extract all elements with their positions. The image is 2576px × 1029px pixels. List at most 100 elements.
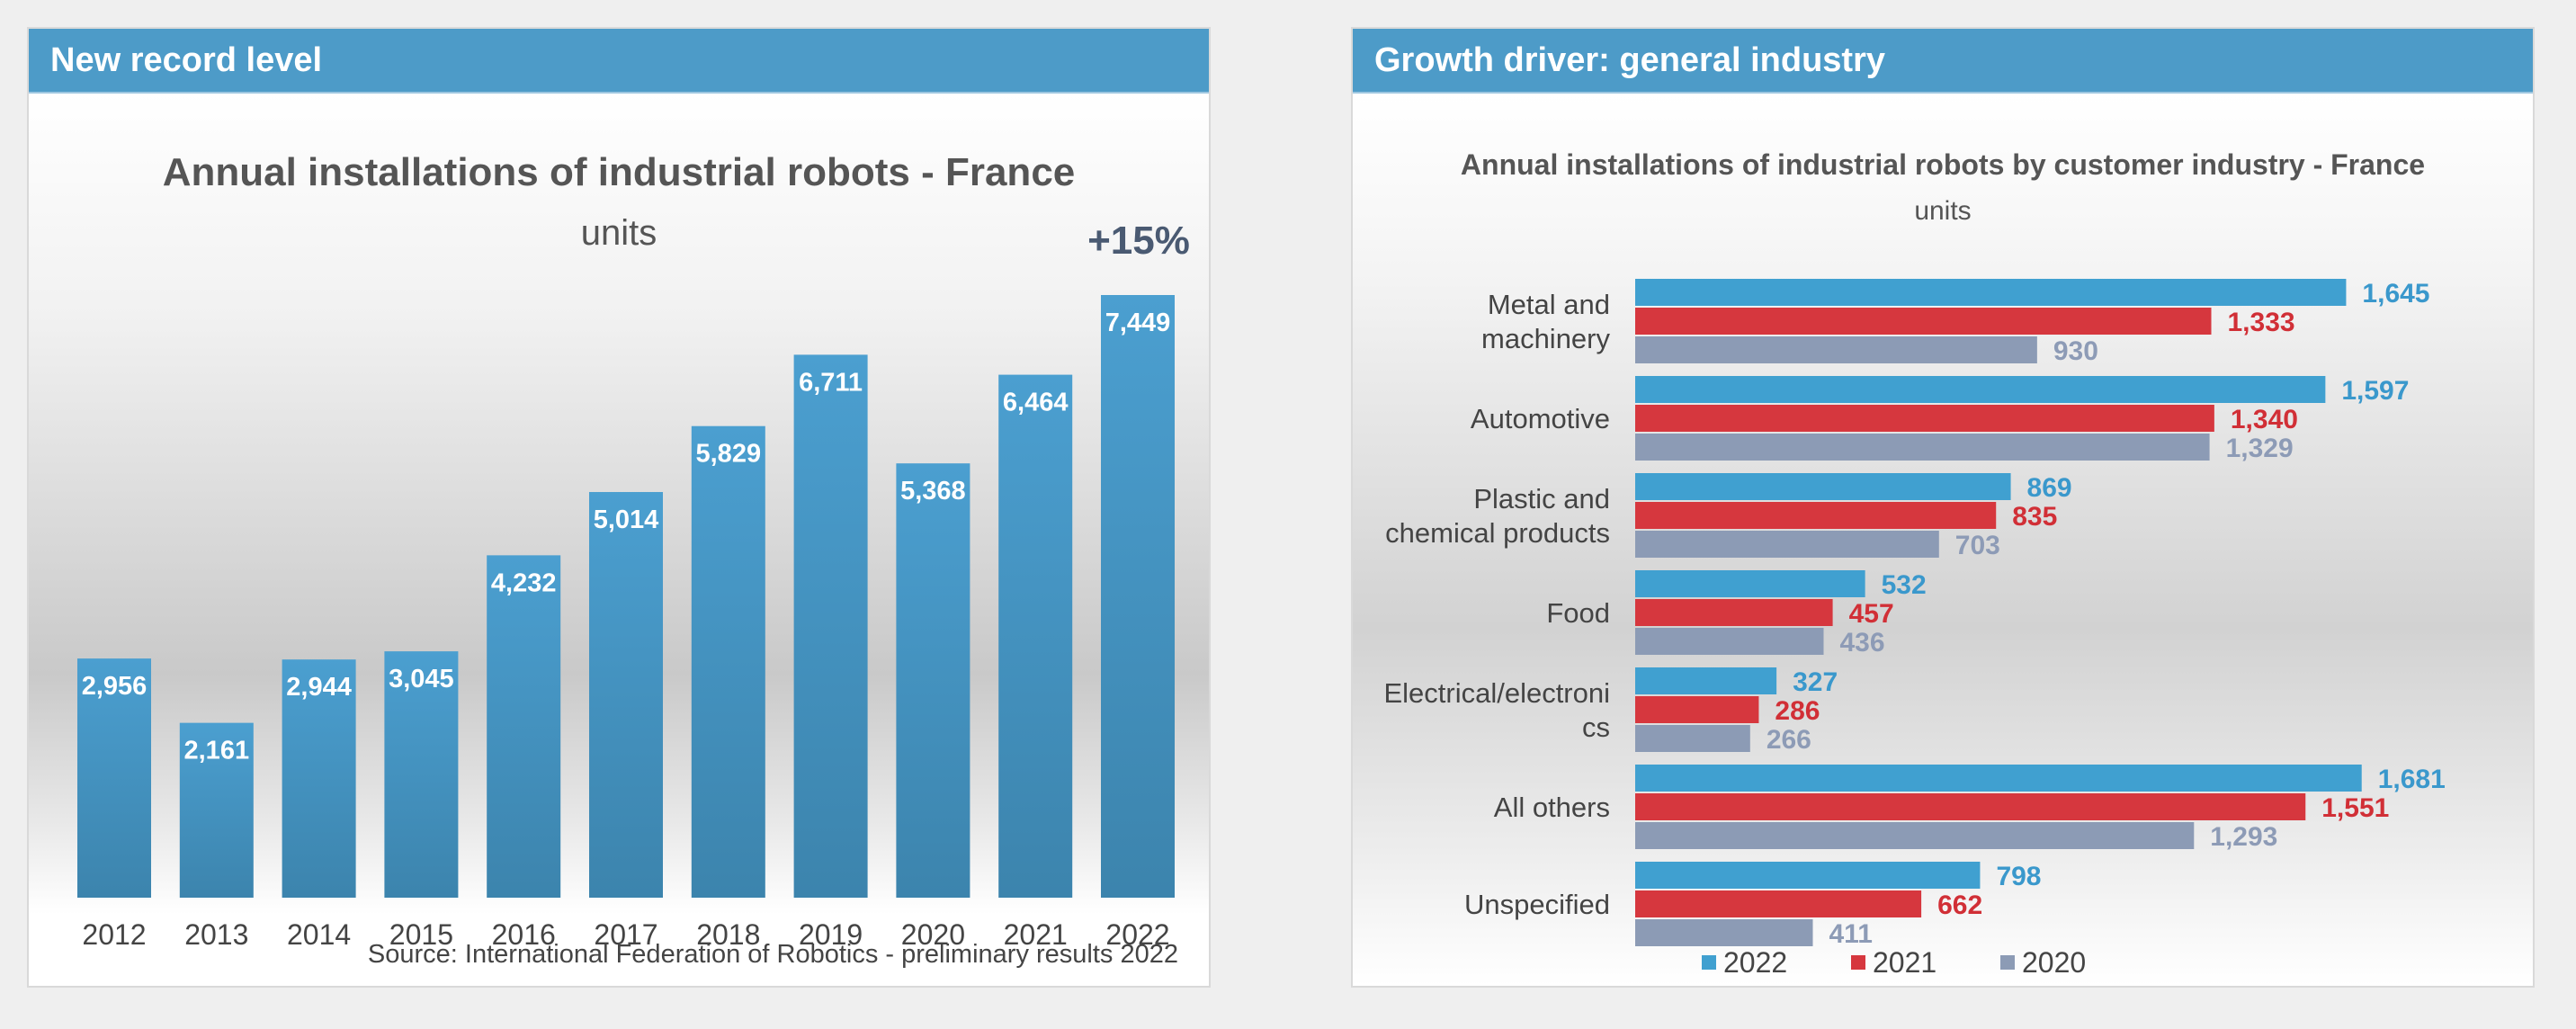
bar-value-label: 286: [1775, 696, 1820, 726]
bar-value-label: 457: [1849, 599, 1894, 629]
bar-2016: [487, 555, 561, 898]
left-panel-header: New record level: [29, 29, 1209, 92]
bar-value-label: 835: [2012, 502, 2057, 532]
bar-2021: [1635, 890, 1922, 917]
left-panel-body: Annual installations of industrial robot…: [29, 92, 1209, 986]
bar-2015: [384, 651, 459, 898]
bar-value-label: 3,045: [389, 665, 454, 693]
chart-subtitle: units: [581, 213, 657, 253]
annual-installations-chart: Annual installations of industrial robot…: [77, 150, 1190, 969]
bar-2020: [1635, 822, 2195, 849]
bar-value-label: 266: [1767, 725, 1811, 755]
x-tick-label: 2018: [696, 918, 760, 951]
bar-2021: [1635, 696, 1759, 723]
category-label: Automotive: [1471, 403, 1610, 434]
bar-2020: [896, 463, 970, 898]
x-tick-label: 2016: [492, 918, 556, 951]
category-label: chemical products: [1385, 517, 1610, 549]
right-chart-panel: Growth driver: general industry Annual i…: [1351, 27, 2535, 988]
right-panel-body: Annual installations of industrial robot…: [1353, 92, 2533, 986]
bar-value-label: 1,293: [2210, 822, 2277, 852]
bar-2022: [1635, 376, 2326, 403]
bar-2021: [998, 374, 1073, 898]
bar-2022: [1635, 473, 2011, 500]
bar-value-label: 2,161: [184, 737, 250, 765]
bar-value-label: 703: [1955, 531, 2000, 560]
x-tick-label: 2012: [82, 918, 146, 951]
bar-value-label: 798: [1996, 862, 2041, 891]
legend-label: 2020: [2022, 946, 2086, 979]
bar-2021: [1635, 405, 2214, 432]
bar-2013: [179, 722, 254, 898]
category-label: cs: [1582, 711, 1610, 743]
growth-annotation: +15%: [1087, 219, 1190, 263]
x-tick-label: 2013: [184, 918, 248, 951]
bar-2017: [589, 492, 663, 898]
category-label: Food: [1546, 597, 1610, 629]
bar-value-label: 1,329: [2226, 434, 2294, 463]
x-tick-label: 2022: [1105, 918, 1169, 951]
bar-value-label: 5,829: [696, 440, 762, 469]
bar-2018: [691, 425, 765, 899]
bar-value-label: 532: [1882, 570, 1927, 600]
bar-value-label: 436: [1839, 628, 1884, 658]
bar-2020: [1635, 531, 1939, 558]
bar-2021: [1635, 502, 1997, 529]
category-label: Plastic and: [1473, 483, 1610, 514]
bar-value-label: 4,232: [491, 568, 557, 597]
bar-2020: [1635, 434, 2210, 461]
bar-value-label: 1,333: [2228, 308, 2295, 337]
bar-value-label: 1,551: [2321, 793, 2389, 823]
bar-2022: [1635, 279, 2347, 306]
bar-2022: [1635, 862, 1981, 889]
x-tick-label: 2019: [799, 918, 863, 951]
bar-value-label: 5,014: [594, 506, 659, 534]
bar-value-label: 1,645: [2362, 279, 2429, 309]
bar-2020: [1635, 725, 1750, 752]
bar-value-label: 930: [2053, 336, 2098, 366]
legend-label: 2021: [1873, 946, 1936, 979]
bar-value-label: 2,944: [286, 673, 352, 702]
left-chart-panel: New record level Annual installations of…: [27, 27, 1211, 988]
bar-value-label: 1,597: [2341, 376, 2409, 406]
chart-subtitle: units: [1914, 196, 1971, 226]
bar-value-label: 6,464: [1003, 389, 1069, 417]
chart-title: Annual installations of industrial robot…: [163, 150, 1076, 194]
right-panel-header: Growth driver: general industry: [1353, 29, 2533, 92]
source-note: Source: International Federation of Robo…: [368, 940, 1178, 969]
bar-value-label: 869: [2027, 473, 2072, 503]
chart-title: Annual installations of industrial robot…: [1461, 148, 2425, 181]
bar-2022: [1635, 570, 1865, 597]
legend-swatch-2021: [1851, 955, 1865, 970]
bar-2022: [1635, 765, 2362, 792]
bar-value-label: 662: [1937, 890, 1982, 920]
bar-value-label: 2,956: [82, 672, 148, 701]
bar-2020: [1635, 919, 1813, 946]
bar-value-label: 6,711: [799, 368, 863, 397]
legend-swatch-2022: [1702, 955, 1716, 970]
category-label: All others: [1494, 792, 1610, 823]
bar-value-label: 1,681: [2378, 765, 2446, 794]
x-tick-label: 2014: [287, 918, 351, 951]
bar-value-label: 5,368: [900, 477, 966, 506]
bar-2021: [1635, 308, 2212, 335]
bar-value-label: 327: [1793, 667, 1838, 697]
bar-value-label: 7,449: [1105, 309, 1171, 337]
legend-label: 2022: [1723, 946, 1787, 979]
category-label: machinery: [1481, 323, 1610, 354]
bar-2022: [1101, 295, 1175, 898]
bar-2020: [1635, 628, 1824, 655]
bar-2021: [1635, 599, 1833, 626]
customer-industry-chart: Annual installations of industrial robot…: [1383, 148, 2446, 979]
legend-swatch-2020: [2000, 955, 2015, 970]
category-label: Metal and: [1488, 289, 1610, 320]
bar-2019: [793, 354, 868, 898]
x-tick-label: 2015: [389, 918, 453, 951]
bar-value-label: 411: [1829, 919, 1872, 949]
bar-2014: [282, 659, 356, 898]
bar-value-label: 1,340: [2231, 405, 2298, 434]
x-tick-label: 2017: [594, 918, 657, 951]
x-tick-label: 2021: [1004, 918, 1068, 951]
category-label: Electrical/electroni: [1383, 677, 1610, 709]
bar-2020: [1635, 336, 2037, 363]
